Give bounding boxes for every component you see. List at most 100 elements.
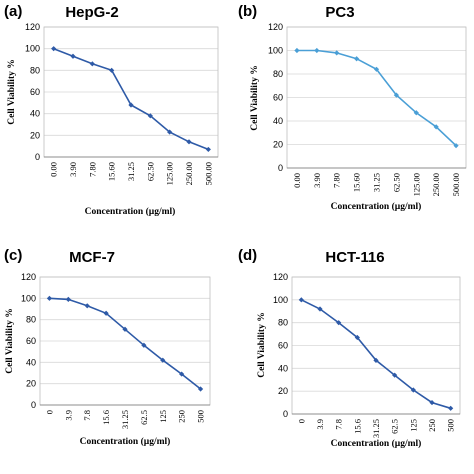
data-point <box>373 357 379 363</box>
x-tick-label: 500.00 <box>203 162 213 185</box>
x-tick-label: 15.60 <box>107 162 117 181</box>
x-tick-label: 3.9 <box>315 419 325 430</box>
data-point <box>51 46 57 52</box>
y-tick-label: 100 <box>25 44 40 54</box>
data-point <box>392 372 398 378</box>
data-point <box>354 334 360 341</box>
data-point <box>89 61 95 67</box>
x-tick-label: 62.5 <box>390 419 400 434</box>
data-point <box>317 306 323 312</box>
y-tick-label: 40 <box>278 363 288 373</box>
chart-title: HCT-116 <box>325 249 384 266</box>
x-tick-label: 0 <box>44 410 54 414</box>
y-axis-label: Cell Viability % <box>250 65 260 130</box>
data-point <box>46 295 53 301</box>
x-axis-label: Concentration (µg/ml) <box>85 206 176 217</box>
data-point <box>373 66 380 72</box>
x-tick-label: 250 <box>427 419 437 432</box>
x-tick-label: 500 <box>446 419 456 432</box>
x-tick-label: 0 <box>296 419 306 423</box>
data-point <box>410 387 416 393</box>
y-tick-label: 120 <box>273 272 288 282</box>
x-tick-label: 125 <box>408 419 418 432</box>
x-tick-label: 3.9 <box>63 410 73 421</box>
x-axis-label: Concentration (µg/ml) <box>80 436 171 447</box>
x-tick-label: 62.50 <box>145 162 155 181</box>
x-tick-label: 7.8 <box>334 419 344 430</box>
data-point <box>314 47 320 54</box>
chart-panel-d: (d) HCT-116 0 20 40 60 80 100 120 0 3.9 7.8 15.6 31.2… <box>238 247 461 449</box>
x-axis-label: Concentration (µg/ml) <box>331 201 422 212</box>
y-axis-label: Cell Viability % <box>5 308 15 373</box>
panel-label: (a) <box>4 3 22 20</box>
y-tick-label: 100 <box>268 46 283 56</box>
y-tick-label: 120 <box>268 22 283 32</box>
y-tick-label: 80 <box>26 315 36 325</box>
chart-panel-b: (b) PC3 0 20 40 60 80 100 120 0.00 3.90 7.80 15.60 31… <box>238 3 467 212</box>
x-tick-label: 125 <box>158 410 168 423</box>
data-point <box>413 110 419 116</box>
y-tick-label: 120 <box>25 22 40 32</box>
y-tick-label: 60 <box>26 336 36 346</box>
data-point <box>429 399 435 406</box>
data-point <box>453 143 459 149</box>
data-point <box>393 92 399 98</box>
series-line <box>49 297 202 390</box>
chart-panel-c: (c) MCF-7 0 20 40 60 80 100 120 0 3.9 7.8 15.6 31.25 6… <box>4 247 211 447</box>
data-point <box>205 146 211 153</box>
data-point <box>298 297 304 303</box>
y-axis-label: Cell Viability % <box>257 312 267 377</box>
x-tick-label: 7.80 <box>87 162 97 177</box>
x-tick-label: 250 <box>177 410 187 423</box>
x-tick-label: 125.00 <box>165 162 175 185</box>
data-point <box>294 47 300 54</box>
data-point <box>197 386 204 392</box>
y-tick-label: 20 <box>278 386 288 396</box>
data-point <box>160 357 166 363</box>
chart-title: HepG-2 <box>65 4 118 21</box>
y-tick-label: 60 <box>273 93 283 103</box>
y-tick-label: 100 <box>21 293 36 303</box>
data-point <box>336 320 342 326</box>
data-point <box>179 371 185 377</box>
data-point <box>141 342 147 348</box>
x-tick-label: 3.90 <box>68 162 78 177</box>
x-tick-label: 62.50 <box>391 173 401 192</box>
y-tick-label: 100 <box>273 295 288 305</box>
y-tick-label: 80 <box>273 69 283 79</box>
x-tick-label: 500.00 <box>451 173 461 196</box>
x-axis-label: Concentration (µg/ml) <box>331 438 422 449</box>
chart-title: PC3 <box>325 4 354 21</box>
x-tick-label: 31.25 <box>372 173 382 192</box>
x-tick-label: 31.25 <box>371 419 381 438</box>
x-tick-label: 250.00 <box>184 162 194 185</box>
data-point <box>70 53 76 59</box>
data-point <box>354 56 360 62</box>
x-tick-label: 0.00 <box>49 162 59 177</box>
panel-label: (c) <box>4 247 22 264</box>
y-tick-label: 0 <box>35 152 40 162</box>
y-tick-label: 20 <box>30 130 40 140</box>
y-tick-label: 40 <box>30 109 40 119</box>
x-tick-label: 15.6 <box>352 419 362 434</box>
y-tick-label: 0 <box>278 163 283 173</box>
data-point <box>334 50 340 56</box>
x-tick-label: 3.90 <box>312 173 322 188</box>
y-tick-label: 80 <box>278 318 288 328</box>
x-tick-label: 15.60 <box>352 173 362 192</box>
y-axis-label: Cell Viability % <box>7 59 17 124</box>
y-tick-label: 0 <box>283 409 288 419</box>
y-tick-label: 120 <box>21 272 36 282</box>
x-tick-label: 7.8 <box>82 410 92 421</box>
data-point <box>122 326 128 332</box>
data-point <box>109 67 115 73</box>
y-tick-label: 0 <box>31 400 36 410</box>
x-tick-label: 250.00 <box>431 173 441 196</box>
data-point <box>433 124 439 130</box>
x-tick-label: 125.00 <box>411 173 421 196</box>
x-tick-label: 500 <box>196 410 206 423</box>
data-point <box>167 129 173 135</box>
data-point <box>186 139 192 145</box>
x-tick-label: 7.80 <box>332 173 342 188</box>
